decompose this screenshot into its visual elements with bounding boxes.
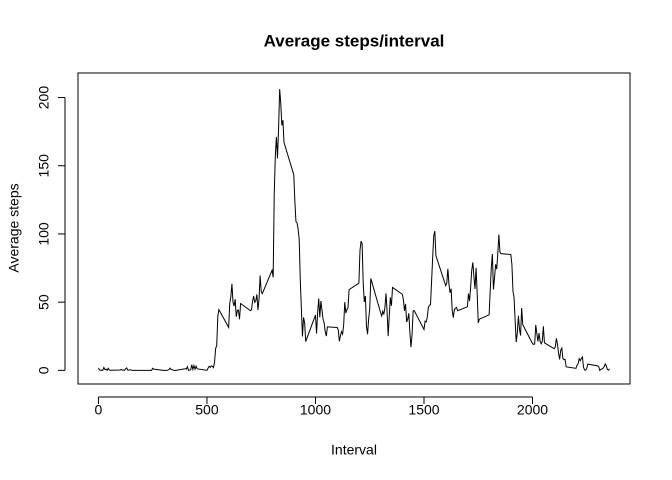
- y-tick-label: 0: [36, 366, 52, 374]
- x-tick-label: 0: [95, 402, 103, 418]
- y-tick-label: 200: [36, 86, 52, 110]
- y-axis-label: Average steps: [6, 183, 22, 272]
- x-tick-label: 500: [195, 402, 219, 418]
- x-axis-label: Interval: [331, 442, 377, 458]
- x-tick-label: 1500: [408, 402, 439, 418]
- chart-title: Average steps/interval: [264, 31, 445, 50]
- x-tick-label: 2000: [517, 402, 548, 418]
- y-tick-label: 100: [36, 222, 52, 246]
- data-line: [98, 89, 610, 372]
- x-tick-label: 1000: [300, 402, 331, 418]
- plot-frame: [77, 72, 631, 385]
- y-tick-label: 150: [36, 154, 52, 178]
- y-tick-label: 50: [36, 294, 52, 310]
